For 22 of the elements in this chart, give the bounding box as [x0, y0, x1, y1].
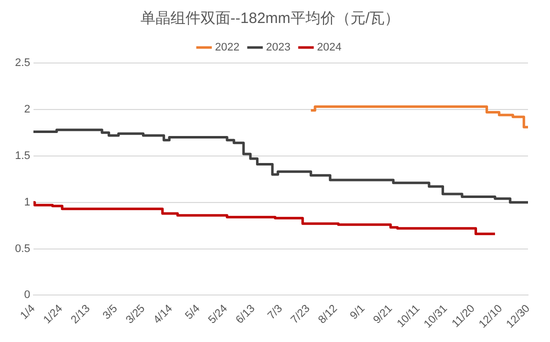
y-tick-label: 2 — [24, 103, 30, 116]
y-tick-label: 0 — [24, 289, 30, 302]
x-tick-label: 8/12 — [316, 302, 340, 326]
x-tick-label: 1/4 — [18, 302, 38, 322]
y-tick-label: 1.5 — [14, 150, 30, 162]
legend-label: 2022 — [215, 42, 240, 54]
y-tick-label: 2.5 — [14, 57, 30, 70]
x-tick-label: 7/3 — [266, 302, 285, 322]
x-tick-label: 9/1 — [348, 302, 368, 322]
x-tick-label: 3/5 — [100, 302, 120, 322]
x-tick-label: 7/23 — [288, 302, 312, 326]
x-tick-label: 9/21 — [371, 302, 395, 326]
x-tick-label: 6/13 — [234, 302, 258, 326]
y-tick-label: 1 — [24, 196, 30, 208]
legend-label: 2024 — [316, 42, 342, 54]
x-tick-label: 5/24 — [206, 302, 230, 326]
x-tick-label: 5/4 — [183, 302, 202, 322]
legend-label: 2023 — [266, 42, 290, 54]
y-tick-label: 0.5 — [14, 242, 30, 255]
chart-title: 单晶组件双面--182mm平均价（元/瓦） — [140, 10, 400, 28]
x-tick-label: 4/14 — [151, 302, 175, 326]
x-tick-label: 3/25 — [124, 302, 148, 326]
